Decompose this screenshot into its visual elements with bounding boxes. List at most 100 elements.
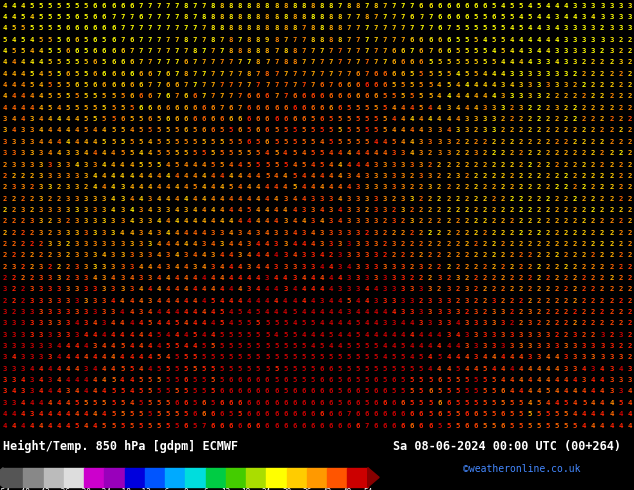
Text: 7: 7 bbox=[193, 2, 197, 9]
Text: 5: 5 bbox=[120, 139, 124, 145]
Text: 3: 3 bbox=[75, 298, 79, 304]
Text: 2: 2 bbox=[519, 150, 523, 156]
Text: 4: 4 bbox=[129, 127, 134, 133]
Text: 3: 3 bbox=[401, 275, 405, 281]
Text: 3: 3 bbox=[238, 230, 242, 236]
Text: 5: 5 bbox=[229, 150, 233, 156]
Text: 5: 5 bbox=[138, 116, 143, 122]
Text: 4: 4 bbox=[527, 366, 532, 372]
Text: 7: 7 bbox=[202, 94, 206, 99]
Text: 7: 7 bbox=[157, 94, 160, 99]
Text: 2: 2 bbox=[564, 116, 568, 122]
Text: 3: 3 bbox=[39, 354, 43, 361]
Text: 4: 4 bbox=[500, 71, 505, 77]
Text: 3: 3 bbox=[75, 286, 79, 293]
Text: 4: 4 bbox=[247, 252, 251, 258]
Text: 2: 2 bbox=[437, 184, 441, 190]
Text: 3: 3 bbox=[48, 309, 52, 315]
Text: 4: 4 bbox=[337, 196, 342, 201]
Text: 4: 4 bbox=[320, 320, 324, 326]
Text: 4: 4 bbox=[193, 230, 197, 236]
Text: 6: 6 bbox=[383, 411, 387, 417]
Text: 4: 4 bbox=[627, 400, 631, 406]
Text: 4: 4 bbox=[229, 162, 233, 168]
Text: 7: 7 bbox=[410, 2, 414, 9]
Text: 4: 4 bbox=[75, 411, 79, 417]
Text: 5: 5 bbox=[455, 422, 460, 429]
Text: 4: 4 bbox=[301, 150, 306, 156]
Text: 2: 2 bbox=[510, 230, 514, 236]
Text: 5: 5 bbox=[120, 400, 124, 406]
Text: 3: 3 bbox=[627, 25, 631, 31]
Text: 3: 3 bbox=[474, 354, 477, 361]
Text: 4: 4 bbox=[373, 320, 378, 326]
Text: 4: 4 bbox=[165, 286, 170, 293]
Text: 8: 8 bbox=[292, 48, 297, 54]
Text: 2: 2 bbox=[537, 286, 541, 293]
Text: 2: 2 bbox=[464, 264, 469, 270]
Text: 4: 4 bbox=[265, 196, 269, 201]
Text: 4: 4 bbox=[437, 105, 441, 111]
Text: 4: 4 bbox=[66, 354, 70, 361]
Text: 4: 4 bbox=[84, 389, 88, 394]
Text: 4: 4 bbox=[56, 116, 61, 122]
Text: 42: 42 bbox=[323, 488, 332, 490]
Text: 3: 3 bbox=[147, 275, 152, 281]
Text: 2: 2 bbox=[3, 218, 7, 224]
Text: 6: 6 bbox=[157, 105, 160, 111]
Text: 4: 4 bbox=[75, 139, 79, 145]
Text: 6: 6 bbox=[464, 14, 469, 20]
Text: -48: -48 bbox=[16, 488, 30, 490]
Text: 4: 4 bbox=[256, 252, 261, 258]
Text: 4: 4 bbox=[256, 196, 261, 201]
Text: 5: 5 bbox=[183, 150, 188, 156]
Text: 3: 3 bbox=[383, 286, 387, 293]
Text: 7: 7 bbox=[193, 71, 197, 77]
Text: 5: 5 bbox=[138, 127, 143, 133]
Text: 4: 4 bbox=[174, 275, 179, 281]
Text: 2: 2 bbox=[609, 94, 614, 99]
Text: 6: 6 bbox=[210, 105, 215, 111]
Text: 7: 7 bbox=[193, 14, 197, 20]
Text: 4: 4 bbox=[220, 184, 224, 190]
Text: 3: 3 bbox=[618, 14, 623, 20]
Text: 2: 2 bbox=[20, 196, 25, 201]
Text: 8: 8 bbox=[301, 2, 306, 9]
Text: 7: 7 bbox=[373, 48, 378, 54]
Text: 3: 3 bbox=[446, 309, 451, 315]
Text: 6: 6 bbox=[183, 377, 188, 383]
Text: 4: 4 bbox=[3, 422, 7, 429]
Text: 6: 6 bbox=[283, 105, 287, 111]
Text: 4: 4 bbox=[365, 309, 369, 315]
Text: 5: 5 bbox=[102, 59, 107, 65]
Text: 2: 2 bbox=[591, 150, 595, 156]
Text: 5: 5 bbox=[84, 82, 88, 88]
Text: 4: 4 bbox=[102, 184, 107, 190]
Bar bbox=[64, 467, 84, 487]
Text: 7: 7 bbox=[138, 25, 143, 31]
Text: 4: 4 bbox=[446, 116, 451, 122]
Text: 2: 2 bbox=[564, 332, 568, 338]
Text: 2: 2 bbox=[564, 241, 568, 247]
Text: 8: 8 bbox=[283, 59, 287, 65]
Text: 4: 4 bbox=[20, 82, 25, 88]
Text: 4: 4 bbox=[183, 196, 188, 201]
Text: 3: 3 bbox=[464, 127, 469, 133]
Text: 4: 4 bbox=[229, 218, 233, 224]
Text: 6: 6 bbox=[401, 411, 405, 417]
Text: 8: 8 bbox=[283, 14, 287, 20]
Text: 6: 6 bbox=[491, 14, 496, 20]
Text: 4: 4 bbox=[600, 389, 604, 394]
Text: 4: 4 bbox=[347, 320, 351, 326]
Text: 3: 3 bbox=[582, 343, 586, 349]
Text: 5: 5 bbox=[274, 127, 278, 133]
Text: 2: 2 bbox=[510, 309, 514, 315]
Text: 2: 2 bbox=[474, 252, 477, 258]
Text: 3: 3 bbox=[75, 207, 79, 213]
Text: 3: 3 bbox=[11, 139, 16, 145]
Text: 5: 5 bbox=[328, 127, 333, 133]
Text: 4: 4 bbox=[328, 162, 333, 168]
Text: 5: 5 bbox=[365, 127, 369, 133]
Text: 4: 4 bbox=[11, 82, 16, 88]
Text: 5: 5 bbox=[491, 377, 496, 383]
